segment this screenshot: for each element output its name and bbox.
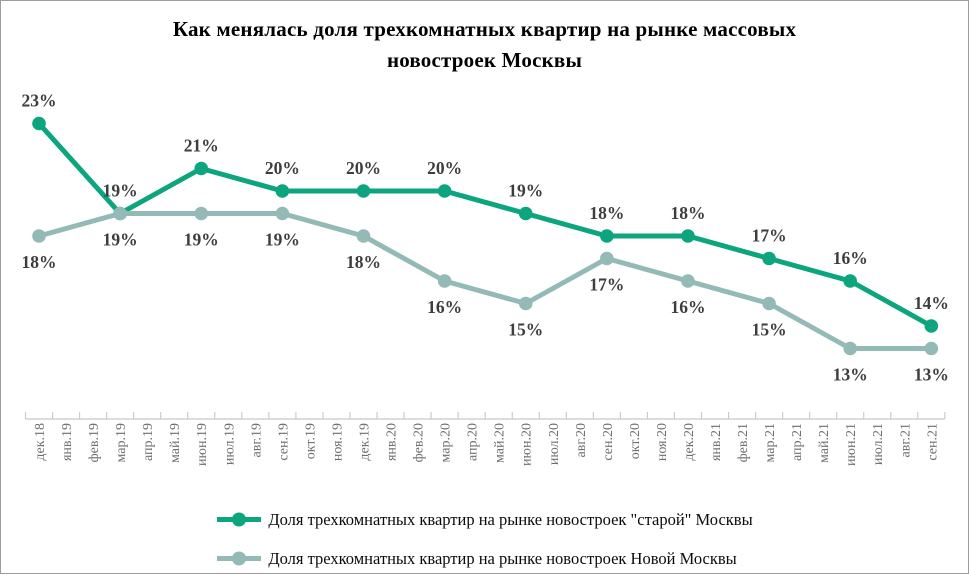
legend-label-old-moscow: Доля трехкомнатных квартир на рынке ново… <box>268 509 753 529</box>
data-point-marker <box>275 184 290 198</box>
data-label: 23% <box>22 91 57 111</box>
data-point-marker <box>356 184 371 198</box>
data-label: 13% <box>914 365 949 385</box>
x-axis-label: фев.20 <box>412 423 427 462</box>
x-axis-label: сен.21 <box>925 423 940 461</box>
data-point-marker <box>437 184 452 198</box>
data-point-marker <box>843 274 857 288</box>
chart-title: Как менялась доля трехкомнатных квартир … <box>1 14 968 76</box>
data-point-marker <box>32 116 46 131</box>
x-axis-label: мар.19 <box>114 423 129 462</box>
data-point-marker <box>681 229 695 243</box>
data-point-marker <box>924 319 939 333</box>
x-axis-label: авг.19 <box>249 423 264 458</box>
data-point-marker <box>600 251 614 266</box>
data-label: 16% <box>427 297 462 317</box>
data-label: 17% <box>752 226 787 246</box>
chart-canvas: дек.18 янв.19 фев.19 мар.19 апр.19 май.19 июн.… <box>22 91 949 466</box>
data-point-marker <box>437 274 452 288</box>
data-label: 20% <box>346 158 381 178</box>
data-point-marker <box>924 341 939 356</box>
x-axis-label: дек.19 <box>357 423 372 461</box>
data-label: 17% <box>589 275 624 295</box>
data-label: 18% <box>346 252 381 272</box>
x-axis-label: июл.21 <box>871 423 886 465</box>
x-axis-label: апр.20 <box>466 423 481 461</box>
x-axis-label: апр.21 <box>790 423 805 461</box>
data-label: 20% <box>265 158 300 178</box>
data-point-marker <box>518 206 533 221</box>
x-axis-label: июл.19 <box>222 423 237 465</box>
series-line-0 <box>36 121 934 329</box>
data-point-marker <box>518 296 533 311</box>
x-axis-label: мар.21 <box>763 423 778 462</box>
x-axis-label: янв.19 <box>60 423 75 461</box>
x-axis-label: апр.19 <box>141 423 156 461</box>
data-point-marker <box>194 206 209 221</box>
data-point-marker <box>194 161 209 176</box>
chart-legend: Доля трехкомнатных квартир на рынке ново… <box>1 500 968 573</box>
x-axis-label: окт.19 <box>303 423 318 459</box>
x-axis-label: авг.21 <box>898 423 913 458</box>
line-marker-icon <box>217 551 262 566</box>
data-point-marker <box>600 229 614 243</box>
data-label: 16% <box>670 297 705 317</box>
legend-item-new-moscow: Доля трехкомнатных квартир на рынке ново… <box>216 539 737 573</box>
data-label: 21% <box>184 136 219 156</box>
series-line-1 <box>36 211 934 351</box>
data-point-marker <box>681 274 695 288</box>
x-axis-label: янв.20 <box>385 423 400 461</box>
x-axis-label: июн.19 <box>195 423 210 466</box>
x-axis-label: сен.20 <box>601 423 616 461</box>
x-axis-label: май.20 <box>493 423 508 463</box>
x-axis-label: сен.19 <box>276 423 291 461</box>
x-axis-label: окт.20 <box>628 423 643 459</box>
x-axis-label: июн.21 <box>844 423 859 466</box>
data-point-marker <box>843 341 857 356</box>
x-axis-label: дек.18 <box>33 423 48 461</box>
data-point-marker <box>356 229 371 243</box>
chart-title-line1: Как менялась доля трехкомнатных квартир … <box>172 17 797 41</box>
x-axis-label: май.19 <box>168 423 183 463</box>
x-axis-label: ноя.19 <box>330 423 345 461</box>
data-label: 18% <box>670 203 705 223</box>
line-marker-icon <box>217 512 262 527</box>
data-label: 20% <box>427 158 462 178</box>
data-label: 19% <box>508 181 543 201</box>
x-axis-label: авг.20 <box>574 423 589 458</box>
data-label: 15% <box>752 320 787 340</box>
x-axis-label: мар.20 <box>439 423 454 462</box>
x-axis-label: июн.20 <box>520 423 535 466</box>
x-axis-label: фев.21 <box>736 423 751 462</box>
legend-item-old-moscow: Доля трехкомнатных квартир на рынке ново… <box>216 500 753 539</box>
data-label: 19% <box>265 230 300 250</box>
data-label: 14% <box>914 293 949 313</box>
x-axis-label: дек.20 <box>682 423 697 461</box>
x-axis-label: ноя.20 <box>655 423 670 461</box>
data-label: 16% <box>833 248 868 268</box>
data-label: 15% <box>508 320 543 340</box>
data-point-marker <box>762 296 776 311</box>
data-label: 13% <box>833 365 868 385</box>
data-point-marker <box>113 206 127 221</box>
data-label: 19% <box>103 181 138 201</box>
chart-title-line2: новостроек Москвы <box>386 48 583 72</box>
x-axis-label: фев.19 <box>87 423 102 462</box>
data-label: 18% <box>22 252 57 272</box>
data-label: 18% <box>589 203 624 223</box>
data-label: 19% <box>103 230 138 250</box>
legend-label-new-moscow: Доля трехкомнатных квартир на рынке ново… <box>268 548 737 568</box>
x-axis-label: янв.21 <box>709 423 724 461</box>
x-axis-label: май.21 <box>817 423 832 463</box>
x-axis-label: июл.20 <box>547 423 562 465</box>
data-point-marker <box>275 206 290 221</box>
data-point-marker <box>32 229 46 243</box>
data-point-marker <box>762 251 776 266</box>
data-label: 19% <box>184 230 219 250</box>
